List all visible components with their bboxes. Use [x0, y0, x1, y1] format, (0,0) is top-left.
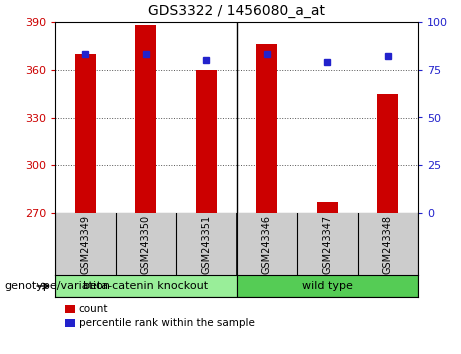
Text: genotype/variation: genotype/variation	[5, 281, 111, 291]
Text: GSM243351: GSM243351	[201, 215, 211, 274]
Bar	[377, 93, 398, 213]
Text: GSM243350: GSM243350	[141, 215, 151, 274]
Bar	[55, 275, 236, 297]
Text: GSM243348: GSM243348	[383, 215, 393, 274]
Text: wild type: wild type	[302, 281, 353, 291]
Text: GSM243346: GSM243346	[262, 215, 272, 274]
Text: GSM243349: GSM243349	[80, 215, 90, 274]
Bar	[75, 54, 96, 213]
Text: count: count	[79, 304, 108, 314]
Bar	[317, 202, 338, 213]
Bar	[236, 275, 418, 297]
Bar	[135, 25, 156, 213]
Text: percentile rank within the sample: percentile rank within the sample	[79, 318, 255, 328]
Text: beta-catenin knockout: beta-catenin knockout	[83, 281, 208, 291]
Bar	[256, 44, 278, 213]
Title: GDS3322 / 1456080_a_at: GDS3322 / 1456080_a_at	[148, 4, 325, 18]
Text: GSM243347: GSM243347	[322, 215, 332, 274]
Bar	[195, 70, 217, 213]
